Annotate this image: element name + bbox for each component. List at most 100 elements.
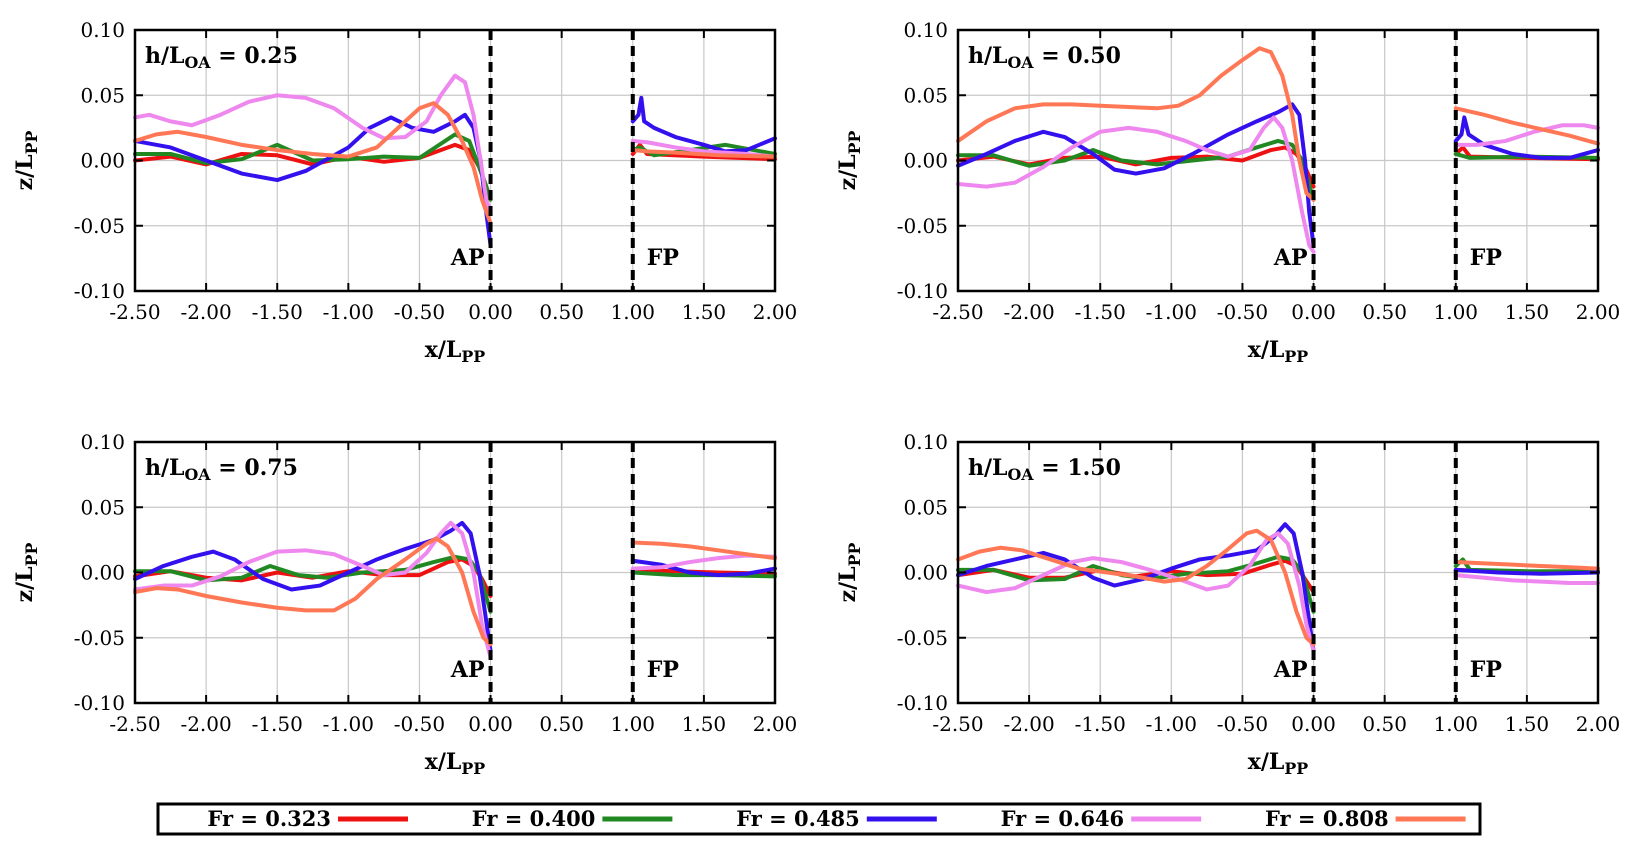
tick-label-x: 1.50 (682, 300, 727, 324)
tick-label-x: 1.50 (1505, 300, 1550, 324)
tick-label-x: -1.50 (1075, 712, 1126, 736)
tick-label-y: -0.10 (74, 691, 125, 715)
y-axis-label-sub: PP (22, 543, 41, 567)
tick-label-x: -0.50 (394, 712, 445, 736)
x-axis-label-main: x/L (425, 749, 462, 775)
panel-label-sub: OA (185, 465, 212, 484)
panel-4: AP FP -2.50 -2.00 -1.50 -1.00 -0.50 0.00 0.50 1.0… (835, 430, 1620, 778)
y-axis-label-sub: PP (845, 543, 864, 567)
series-line-5-fore (630, 148, 777, 159)
tick-label-y: 0.05 (80, 495, 125, 519)
series-line-4-aft (133, 520, 493, 660)
panel-label-sub: OA (1008, 465, 1035, 484)
panel-label-value: = 0.50 (1034, 43, 1121, 69)
marker-label-fp: FP (647, 657, 679, 683)
tick-label-x: 2.00 (753, 712, 798, 736)
series-line-4-fore (1453, 573, 1600, 585)
tick-label-x: -1.00 (1146, 712, 1197, 736)
panel-label-main: h/L (145, 43, 185, 69)
tick-label-x: -2.00 (1003, 300, 1054, 324)
legend-label-1: Fr = 0.323 (207, 806, 331, 831)
panel-label-value: = 1.50 (1034, 455, 1121, 481)
marker-label-ap: AP (450, 657, 485, 683)
x-axis-label-sub: PP (1284, 347, 1308, 366)
series-line-3-aft (956, 102, 1316, 248)
tick-label-x: -2.50 (109, 300, 160, 324)
x-axis-label-sub: PP (1284, 759, 1308, 778)
series-line-1-aft (956, 145, 1316, 189)
tick-label-x: 0.00 (468, 300, 513, 324)
tick-label-x: 0.50 (1362, 712, 1407, 736)
x-axis-label: x/LPP (425, 337, 486, 366)
tick-label-x: -2.00 (180, 300, 231, 324)
panel-label-sub: OA (1008, 53, 1035, 72)
tick-label-x: -2.00 (1003, 712, 1054, 736)
tick-label-x: 1.00 (1434, 300, 1479, 324)
series-line-5-fore (1453, 560, 1600, 571)
panel-label-value: = 0.25 (211, 43, 298, 69)
panel-label-main: h/L (968, 455, 1008, 481)
series-line-5-aft (133, 101, 493, 226)
x-axis-label-main: x/L (1248, 749, 1285, 775)
panel-label-main: h/L (145, 455, 185, 481)
x-axis-label: x/LPP (1248, 749, 1309, 778)
tick-label-x: 0.50 (539, 712, 584, 736)
series-line-3-fore (630, 558, 777, 578)
x-axis-label: x/LPP (425, 749, 486, 778)
legend-label-5: Fr = 0.808 (1265, 806, 1389, 831)
tick-label-y: 0.00 (903, 149, 948, 173)
tick-label-x: 1.00 (1434, 712, 1479, 736)
panel-1: AP FP -2.50 -2.00 -1.50 -1.00 -0.50 0.00 0.50 1.0… (12, 18, 797, 366)
tick-label-x: 1.00 (611, 712, 656, 736)
panel-label: h/LOA = 0.50 (968, 43, 1121, 72)
tick-label-y: -0.05 (897, 214, 948, 238)
series-line-5-aft (133, 536, 493, 647)
tick-label-y: 0.10 (80, 430, 125, 454)
series-line-2-aft (956, 138, 1316, 202)
tick-label-y: -0.05 (74, 626, 125, 650)
y-axis-label-main: z/L (12, 566, 38, 602)
tick-label-x: 2.00 (1576, 712, 1621, 736)
x-axis-label-main: x/L (425, 337, 462, 363)
tick-label-x: -2.50 (109, 712, 160, 736)
x-axis-label-sub: PP (461, 347, 485, 366)
tick-label-y: -0.10 (74, 279, 125, 303)
tick-label-x: -0.50 (394, 300, 445, 324)
series-line-4-aft (956, 115, 1316, 254)
panel-label: h/LOA = 0.75 (145, 455, 298, 484)
tick-label-x: 0.50 (1362, 300, 1407, 324)
panel-label: h/LOA = 1.50 (968, 455, 1121, 484)
tick-label-y: 0.00 (80, 561, 125, 585)
series-line-4-aft (133, 73, 493, 215)
series-line-3-fore (630, 95, 777, 154)
panel-label-main: h/L (968, 43, 1008, 69)
y-axis-label-sub: PP (845, 131, 864, 155)
marker-label-ap: AP (450, 245, 485, 271)
tick-label-x: -2.50 (932, 300, 983, 324)
legend: Fr = 0.323 Fr = 0.400 Fr = 0.485 Fr = 0.646… (156, 802, 1482, 836)
tick-label-x: -1.50 (252, 712, 303, 736)
tick-label-y: 0.00 (80, 149, 125, 173)
y-axis-label-main: z/L (835, 154, 861, 190)
marker-label-ap: AP (1273, 245, 1308, 271)
tick-label-x: -1.00 (1146, 300, 1197, 324)
legend-label-3: Fr = 0.485 (736, 806, 860, 831)
tick-label-y: -0.10 (897, 279, 948, 303)
tick-label-x: 0.00 (1291, 712, 1336, 736)
tick-label-x: -0.50 (1217, 300, 1268, 324)
x-axis-label-main: x/L (1248, 337, 1285, 363)
series-line-5-fore (630, 540, 777, 561)
tick-label-y: 0.05 (903, 83, 948, 107)
series-line-3-fore (1453, 567, 1600, 576)
tick-label-x: -1.50 (252, 300, 303, 324)
tick-label-x: -0.50 (1217, 712, 1268, 736)
panel-label-sub: OA (185, 53, 212, 72)
tick-label-x: 0.00 (1291, 300, 1336, 324)
tick-label-x: 1.50 (1505, 712, 1550, 736)
marker-label-fp: FP (1470, 657, 1502, 683)
y-axis-label: z/LPP (12, 131, 41, 191)
tick-label-x: -1.50 (1075, 300, 1126, 324)
tick-label-x: -2.50 (932, 712, 983, 736)
x-axis-label-sub: PP (461, 759, 485, 778)
